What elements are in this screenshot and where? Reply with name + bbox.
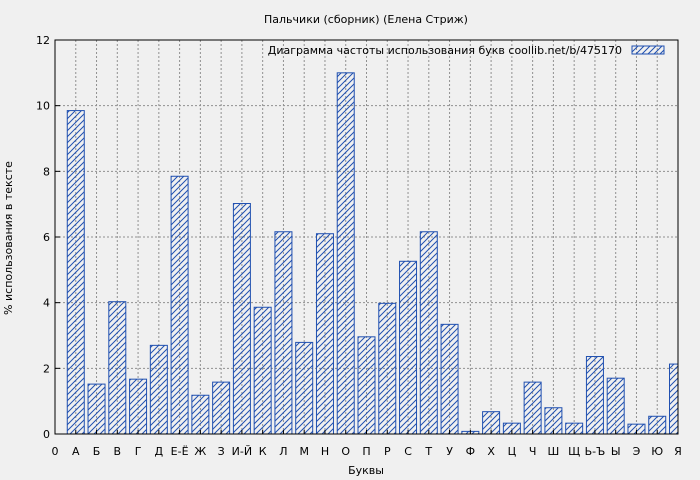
x-tick-label: Ж (194, 445, 206, 458)
bar-Т (419, 231, 438, 435)
bar-К (253, 306, 272, 435)
bar-Ь-Ъ (585, 356, 604, 435)
legend-swatch (631, 45, 665, 55)
x-tick-label: З (218, 445, 225, 458)
y-tick-label: 8 (43, 165, 50, 178)
bar-С (399, 260, 418, 435)
x-tick-label: А (72, 445, 80, 458)
legend: Диаграмма частоты использования букв coo… (268, 44, 665, 57)
bar-В (108, 301, 127, 435)
x-tick-label: Т (424, 445, 432, 458)
x-tick-label: Л (279, 445, 287, 458)
x-tick-label: Н (321, 445, 329, 458)
y-tick-label: 0 (43, 428, 50, 441)
x-tick-label: Г (135, 445, 142, 458)
y-tick-label: 12 (36, 34, 50, 47)
bar-А (66, 110, 85, 435)
x-tick-label: Ц (508, 445, 517, 458)
x-tick-label: О (341, 445, 350, 458)
x-tick-label: Ь-Ъ (585, 445, 606, 458)
x-tick-label: Я (674, 445, 682, 458)
bar-И-Й (232, 203, 251, 435)
x-tick-label: Р (384, 445, 391, 458)
bar-У (440, 323, 459, 435)
bar-Ч (523, 381, 542, 435)
bar-Б (87, 383, 106, 435)
bar-Р (378, 302, 397, 435)
x-tick-label: Б (93, 445, 101, 458)
x-tick-label: Х (487, 445, 495, 458)
bar-М (295, 341, 314, 435)
bar-Л (274, 231, 293, 435)
x-tick-label: И-Й (232, 445, 252, 458)
x-tick-label: Ф (466, 445, 475, 458)
x-tick-label: Ы (611, 445, 621, 458)
x-tick-label: Д (155, 445, 164, 458)
bar-Е-Ё (170, 175, 189, 435)
x-tick-label: П (362, 445, 370, 458)
legend-label: Диаграмма частоты использования букв coo… (268, 44, 622, 57)
bar-Д (149, 344, 168, 435)
x-tick-label: В (114, 445, 122, 458)
x-tick-label: Ю (651, 445, 663, 458)
x-tick-label: Ч (529, 445, 537, 458)
x-tick-label: У (446, 445, 453, 458)
bar-О (336, 72, 355, 435)
bar-Ж (191, 394, 210, 435)
y-axis-label: % использования в тексте (2, 161, 15, 315)
bar-Я (669, 363, 679, 435)
bar-Г (129, 378, 148, 435)
bar-Н (315, 233, 334, 435)
bars (66, 72, 679, 435)
x-tick-label: Е-Ё (171, 445, 189, 458)
x-tick-label: М (299, 445, 309, 458)
x-axis-label: Буквы (348, 464, 384, 477)
y-tick-label: 6 (43, 231, 50, 244)
x-tick-label: С (404, 445, 412, 458)
bar-Ы (606, 377, 625, 435)
x-tick-label: Э (633, 445, 641, 458)
y-tick-label: 2 (43, 362, 50, 375)
y-tick-label: 4 (43, 297, 50, 310)
bar-З (212, 381, 231, 435)
chart-title: Пальчики (сборник) (Елена Стриж) (264, 13, 468, 26)
x-tick-label: К (259, 445, 267, 458)
x-tick-label: Щ (568, 445, 580, 458)
x-axis: 0 А Б В Г Д Е-Ё Ж З И-Й К Л М Н О П Р С Т У Ф Х Ц Ч Ш Щ Ь-Ъ Ы Э Ю Я (52, 430, 682, 458)
x-tick-label: 0 (52, 445, 59, 458)
bar-П (357, 336, 376, 435)
y-axis: 0 2 4 6 8 10 12 (36, 34, 60, 441)
y-tick-label: 10 (36, 100, 50, 113)
x-tick-label: Ш (548, 445, 560, 458)
